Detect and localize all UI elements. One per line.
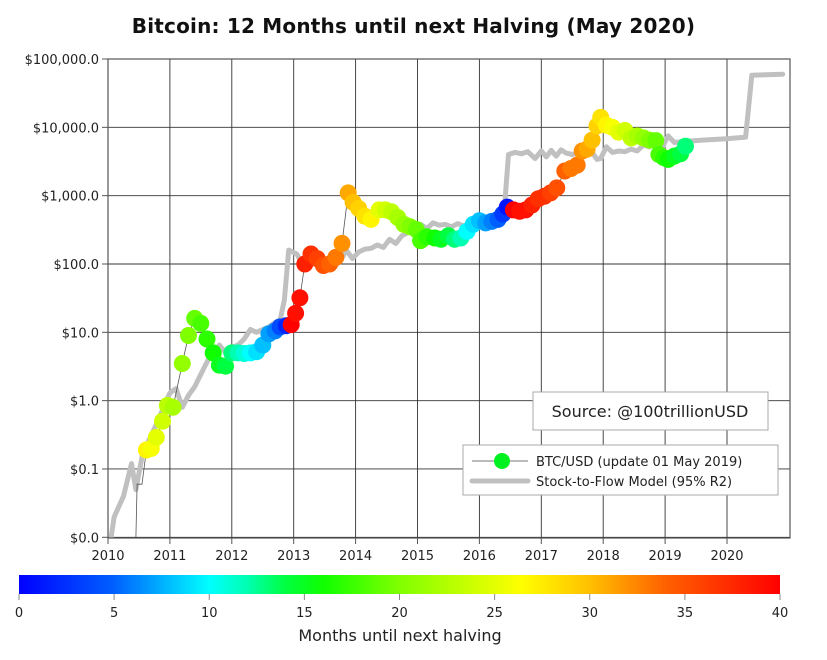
price-marker xyxy=(147,428,165,446)
colorbar-tick-label: 20 xyxy=(391,606,408,621)
x-axis: 2010 2011 2012 2013 2014 2015 2016 2017 2018 2019… xyxy=(91,538,744,564)
colorbar-tick-label: 10 xyxy=(201,606,218,621)
x-tick-label: 2018 xyxy=(587,549,620,564)
price-marker xyxy=(164,398,182,416)
x-tick-label: 2016 xyxy=(463,549,496,564)
y-tick-label: $1.0 xyxy=(70,395,99,410)
price-marker xyxy=(198,330,216,348)
price-marker xyxy=(548,179,566,197)
plot-frame xyxy=(107,58,791,539)
x-tick-label: 2017 xyxy=(525,549,558,564)
colorbar-gradient xyxy=(19,575,780,594)
x-tick-label: 2019 xyxy=(649,549,682,564)
colorbar: 0 5 10 15 20 25 30 35 40 Months until next halvi… xyxy=(15,575,788,645)
colorbar-tick-label: 5 xyxy=(110,606,118,621)
source-text: Source: @100trillionUSD xyxy=(552,402,749,421)
price-marker xyxy=(647,132,665,150)
x-tick-label: 2015 xyxy=(401,549,434,564)
legend: BTC/USD (update 01 May 2019) Stock-to-Fl… xyxy=(462,444,779,496)
x-tick-label: 2014 xyxy=(339,549,372,564)
price-marker xyxy=(568,156,586,174)
price-marker xyxy=(677,137,694,155)
colorbar-tick-label: 30 xyxy=(581,606,598,621)
x-tick-label: 2011 xyxy=(153,549,186,564)
y-tick-label: $100.0 xyxy=(54,258,100,273)
legend-btc-label: BTC/USD (update 01 May 2019) xyxy=(536,455,742,470)
price-marker xyxy=(327,248,345,266)
y-tick-label: $0.0 xyxy=(70,531,99,546)
legend-s2f-label: Stock-to-Flow Model (95% R2) xyxy=(536,475,732,490)
price-marker xyxy=(333,234,351,252)
price-marker xyxy=(154,412,171,430)
colorbar-tick-label: 35 xyxy=(677,606,694,621)
price-marker xyxy=(291,289,309,307)
price-marker xyxy=(173,355,191,372)
x-tick-label: 2013 xyxy=(277,549,310,564)
colorbar-ticks: 0 5 10 15 20 25 30 35 40 xyxy=(15,594,788,621)
price-marker xyxy=(180,327,197,344)
legend-btc-marker-icon xyxy=(494,453,510,469)
colorbar-tick-label: 40 xyxy=(772,606,789,621)
price-marker xyxy=(583,131,601,149)
chart-title: Bitcoin: 12 Months until next Halving (M… xyxy=(131,14,696,38)
colorbar-tick-label: 15 xyxy=(296,606,313,621)
price-marker xyxy=(217,357,235,375)
colorbar-tick-label: 0 xyxy=(15,606,23,621)
x-tick-label: 2020 xyxy=(710,549,743,564)
x-tick-label: 2012 xyxy=(215,549,248,564)
source-annotation: Source: @100trillionUSD xyxy=(532,391,769,431)
y-axis: $100,000.0 $10,000.0 $1,000.0 $100.0 $10.0 $1… xyxy=(25,53,108,546)
btc-price-series xyxy=(135,108,694,538)
y-tick-label: $100,000.0 xyxy=(25,53,99,68)
y-tick-label: $1,000.0 xyxy=(41,190,99,205)
y-tick-label: $10.0 xyxy=(62,326,99,341)
x-tick-label: 2010 xyxy=(91,549,124,564)
y-tick-label: $0.1 xyxy=(70,463,99,478)
colorbar-tick-label: 25 xyxy=(486,606,503,621)
colorbar-label: Months until next halving xyxy=(298,626,501,645)
y-tick-label: $10,000.0 xyxy=(33,121,99,136)
price-marker xyxy=(287,304,305,322)
price-marker xyxy=(192,314,210,332)
